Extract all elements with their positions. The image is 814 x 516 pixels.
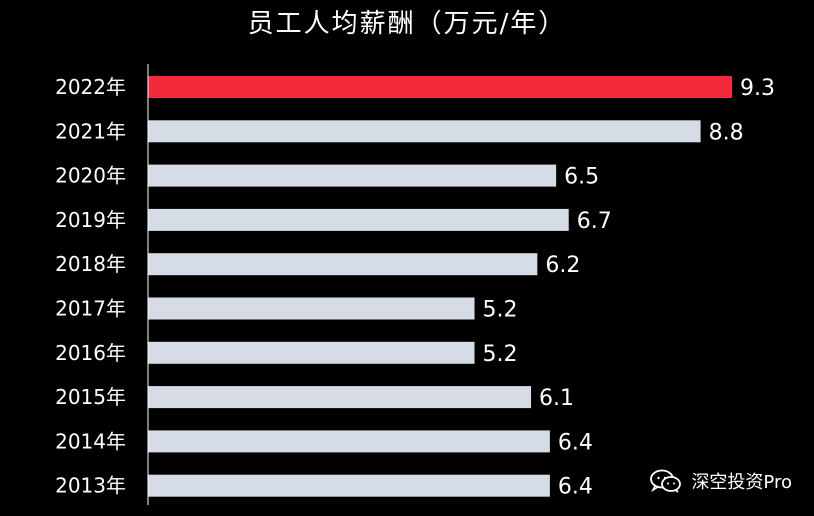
bar-5	[148, 297, 475, 320]
category-label-7: 2015年	[55, 385, 126, 409]
bar-3	[148, 208, 569, 231]
bar-6	[148, 341, 475, 364]
category-label-0: 2022年	[55, 75, 126, 99]
bar-7	[148, 386, 532, 409]
bar-8	[148, 430, 550, 453]
value-label-7: 6.1	[539, 386, 574, 411]
value-label-4: 6.2	[545, 253, 580, 278]
bar-2	[148, 164, 557, 187]
bar-4	[148, 253, 538, 276]
value-label-8: 6.4	[558, 430, 593, 455]
value-label-2: 6.5	[564, 165, 599, 190]
labels-layer: 2022年 9.3 2021年 8.8 2020年 6.5 2019年 6.7 2018年 6.2…	[55, 75, 775, 500]
value-label-9: 6.4	[558, 475, 593, 500]
value-label-6: 5.2	[483, 342, 518, 367]
category-label-3: 2019年	[55, 208, 126, 232]
watermark-text: 深空投资Pro	[691, 472, 792, 493]
watermark: 深空投资Pro	[649, 468, 792, 494]
wechat-icon	[650, 469, 682, 493]
value-label-5: 5.2	[483, 298, 518, 323]
category-label-6: 2016年	[55, 341, 126, 365]
category-label-9: 2013年	[55, 474, 126, 498]
value-label-0: 9.3	[740, 76, 775, 101]
category-label-5: 2017年	[55, 297, 126, 321]
bar-0	[148, 76, 732, 98]
category-label-2: 2020年	[55, 164, 126, 188]
chart-title: 员工人均薪酬（万元/年）	[247, 8, 567, 39]
bar-9	[148, 474, 550, 497]
category-label-1: 2021年	[55, 119, 126, 143]
value-label-1: 8.8	[709, 120, 744, 145]
bars-layer	[148, 76, 732, 497]
category-label-4: 2018年	[55, 252, 126, 276]
category-label-8: 2014年	[55, 429, 126, 453]
value-label-3: 6.7	[577, 209, 612, 234]
bar-1	[148, 120, 701, 143]
